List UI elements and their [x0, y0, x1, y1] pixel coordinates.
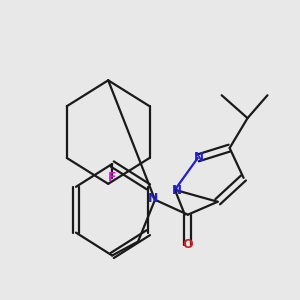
Text: O: O: [182, 238, 193, 251]
Text: N: N: [148, 192, 158, 205]
Text: N: N: [194, 152, 204, 164]
Text: N: N: [172, 184, 182, 197]
Text: F: F: [108, 171, 116, 184]
